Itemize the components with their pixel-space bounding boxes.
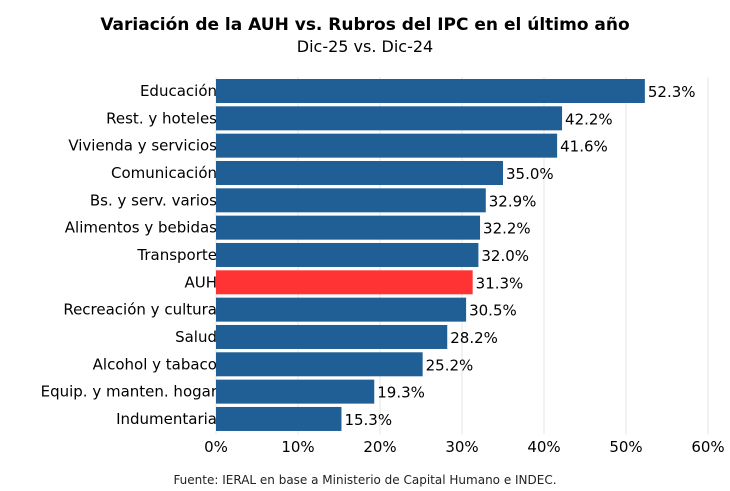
- category-label: AUH: [184, 273, 217, 291]
- bar: [216, 242, 479, 267]
- x-tick-label: 30%: [445, 438, 478, 456]
- bar: [216, 160, 503, 185]
- bar: [216, 379, 375, 404]
- data-label: 28.2%: [450, 329, 498, 347]
- data-label: 15.3%: [344, 411, 392, 429]
- x-tick-label: 60%: [691, 438, 724, 456]
- category-label: Comunicación: [111, 164, 217, 182]
- bar: [216, 79, 645, 103]
- category-label: Educación: [140, 82, 217, 100]
- data-label: 32.2%: [483, 220, 531, 238]
- chart-source: Fuente: IERAL en base a Ministerio de Ca…: [173, 473, 556, 487]
- category-label: Bs. y serv. varios: [90, 191, 217, 209]
- data-label: 25.2%: [426, 356, 474, 374]
- category-label: Rest. y hoteles: [106, 109, 217, 127]
- data-label: 52.3%: [648, 83, 696, 101]
- data-label: 32.9%: [489, 192, 537, 210]
- category-label: Indumentaria: [116, 410, 217, 428]
- bar: [216, 406, 342, 431]
- category-label: Transporte: [136, 246, 217, 264]
- data-label: 19.3%: [377, 384, 425, 402]
- x-tick-label: 10%: [281, 438, 314, 456]
- data-label: 30.5%: [469, 302, 517, 320]
- category-label: Recreación y cultura: [63, 301, 217, 319]
- category-label: Salud: [175, 328, 217, 346]
- bar: [216, 188, 486, 213]
- chart-title: Variación de la AUH vs. Rubros del IPC e…: [100, 15, 629, 35]
- x-tick-label: 0%: [204, 438, 228, 456]
- data-label: 35.0%: [506, 165, 554, 183]
- x-tick-label: 50%: [609, 438, 642, 456]
- category-label: Alcohol y tabaco: [93, 355, 217, 373]
- category-label: Alimentos y bebidas: [65, 219, 217, 237]
- category-label: Equip. y manten. hogar: [41, 383, 218, 401]
- bar: [216, 297, 467, 322]
- bar: [216, 352, 423, 377]
- bar: [216, 270, 473, 295]
- category-label: Vivienda y servicios: [68, 137, 217, 155]
- bar: [216, 133, 558, 158]
- x-tick-label: 20%: [363, 438, 396, 456]
- bar: [216, 215, 481, 240]
- data-label: 32.0%: [481, 247, 529, 265]
- bar: [216, 106, 563, 131]
- bar: [216, 324, 448, 349]
- data-label: 42.2%: [565, 110, 613, 128]
- data-label: 31.3%: [476, 274, 524, 292]
- chart-subtitle: Dic-25 vs. Dic-24: [297, 37, 433, 56]
- x-tick-label: 40%: [527, 438, 560, 456]
- data-label: 41.6%: [560, 138, 608, 156]
